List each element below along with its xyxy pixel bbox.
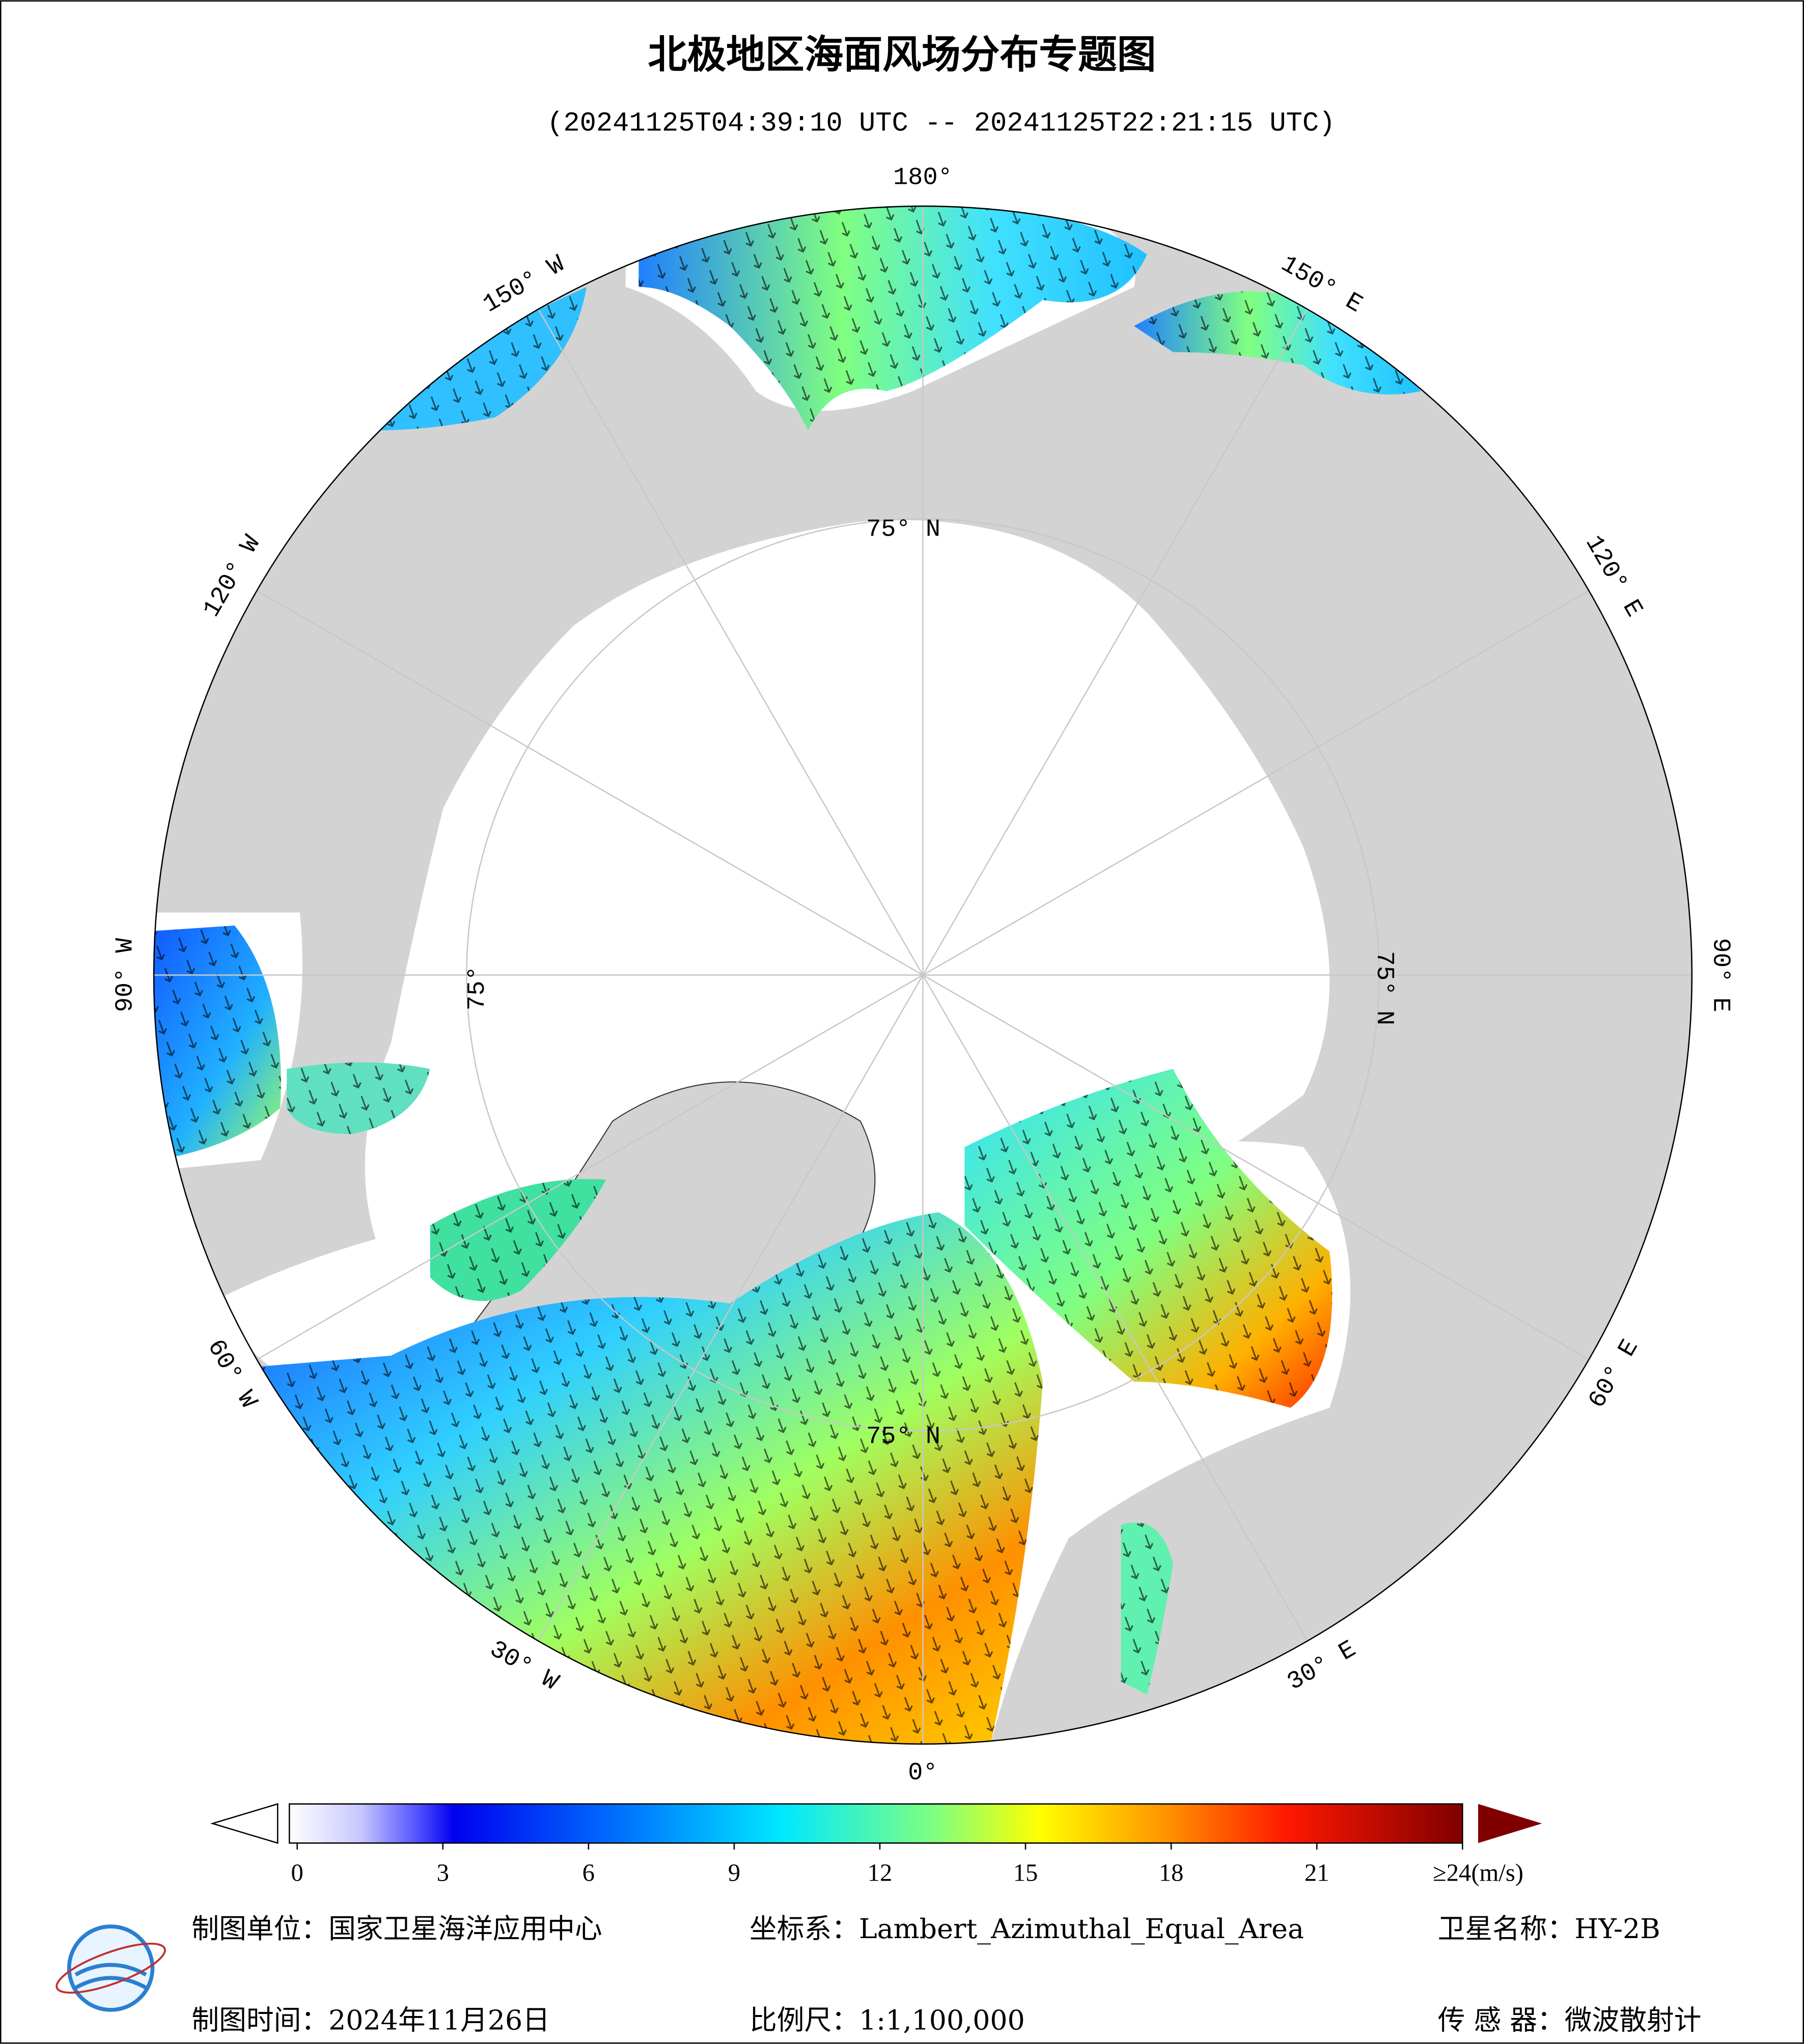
wind-field xyxy=(154,206,1421,1744)
latitude-label: 75° N xyxy=(1370,951,1398,1025)
graticule xyxy=(154,206,1692,1744)
colorbar-tick-label: ≥24(m/s) xyxy=(1433,1859,1523,1887)
colorbar-tick-label: 18 xyxy=(1159,1859,1184,1887)
footer-scale: 比例尺：1:1,100,000 xyxy=(750,2004,1025,2036)
meridian xyxy=(256,974,924,1360)
wind-arrow-overlay xyxy=(1134,291,1421,395)
colorbar-over xyxy=(1478,1804,1542,1843)
logo-waves xyxy=(74,1963,147,1990)
colorbar: 0 3 6 9 12 15 18 21 ≥24(m/s) xyxy=(210,1803,1542,1887)
parallel-75 xyxy=(466,518,1380,1432)
logo-orbit xyxy=(55,1942,166,1994)
footer-crs: 坐标系：Lambert_Azimuthal_Equal_Area xyxy=(750,1913,1304,1945)
subtitle: (20241125T04:39:10 UTC -- 20241125T22:21… xyxy=(547,108,1335,139)
colorbar-tick-label: 6 xyxy=(582,1859,595,1887)
latitude-label: 75° N xyxy=(866,516,940,544)
wind-arrow-overlay xyxy=(639,206,1147,431)
colorbar-tick-label: 21 xyxy=(1305,1859,1329,1887)
longitude-label: 180° xyxy=(893,163,953,191)
meridian xyxy=(922,974,1308,1642)
footer-sensor: 传 感 器：微波散射计 xyxy=(1438,2004,1702,2036)
longitude-label: 90° E xyxy=(1706,938,1734,1012)
wind-arrow-overlay xyxy=(234,1212,1043,1744)
logo-ring xyxy=(67,1924,155,2012)
title: 北极地区海面风场分布专题图 xyxy=(648,33,1156,78)
colorbar-tick-label: 12 xyxy=(868,1859,893,1887)
colorbar-tick-label: 9 xyxy=(728,1859,740,1887)
latitude-label: 75° xyxy=(463,966,491,1011)
wind-arrow-overlay xyxy=(430,1179,606,1301)
footer-satellite: 卫星名称：HY-2B xyxy=(1438,1913,1660,1945)
footer-unit: 制图单位：国家卫星海洋应用中心 xyxy=(191,1913,602,1945)
longitude-label: 90° W xyxy=(112,938,140,1013)
meridian xyxy=(538,974,924,1642)
wind-arrow-overlay xyxy=(1121,1522,1173,1695)
colorbar-tick-label: 15 xyxy=(1013,1859,1038,1887)
map-border xyxy=(153,205,1693,1745)
meridian xyxy=(922,590,1590,976)
meridian xyxy=(922,974,1590,1360)
wind-arrow-overlay xyxy=(154,926,281,1160)
longitude-label: 0° xyxy=(908,1759,937,1787)
colorbar-tick-label: 3 xyxy=(437,1859,449,1887)
meridian xyxy=(538,309,924,975)
wind-arrow-overlay xyxy=(964,1069,1333,1408)
colorbar-tick-label: 0 xyxy=(291,1859,303,1887)
wind-arrow-overlay xyxy=(365,287,587,431)
map xyxy=(154,206,1692,1744)
meridian xyxy=(256,590,924,976)
colorbar-under xyxy=(210,1803,279,1844)
footer-date: 制图时间：2024年11月26日 xyxy=(191,2004,550,2036)
latitude-label: 75° N xyxy=(866,1422,940,1450)
logo xyxy=(55,1924,166,2012)
wind-arrow-overlay xyxy=(287,1062,430,1134)
meridian xyxy=(922,309,1308,975)
colorbar-bar xyxy=(289,1803,1463,1844)
